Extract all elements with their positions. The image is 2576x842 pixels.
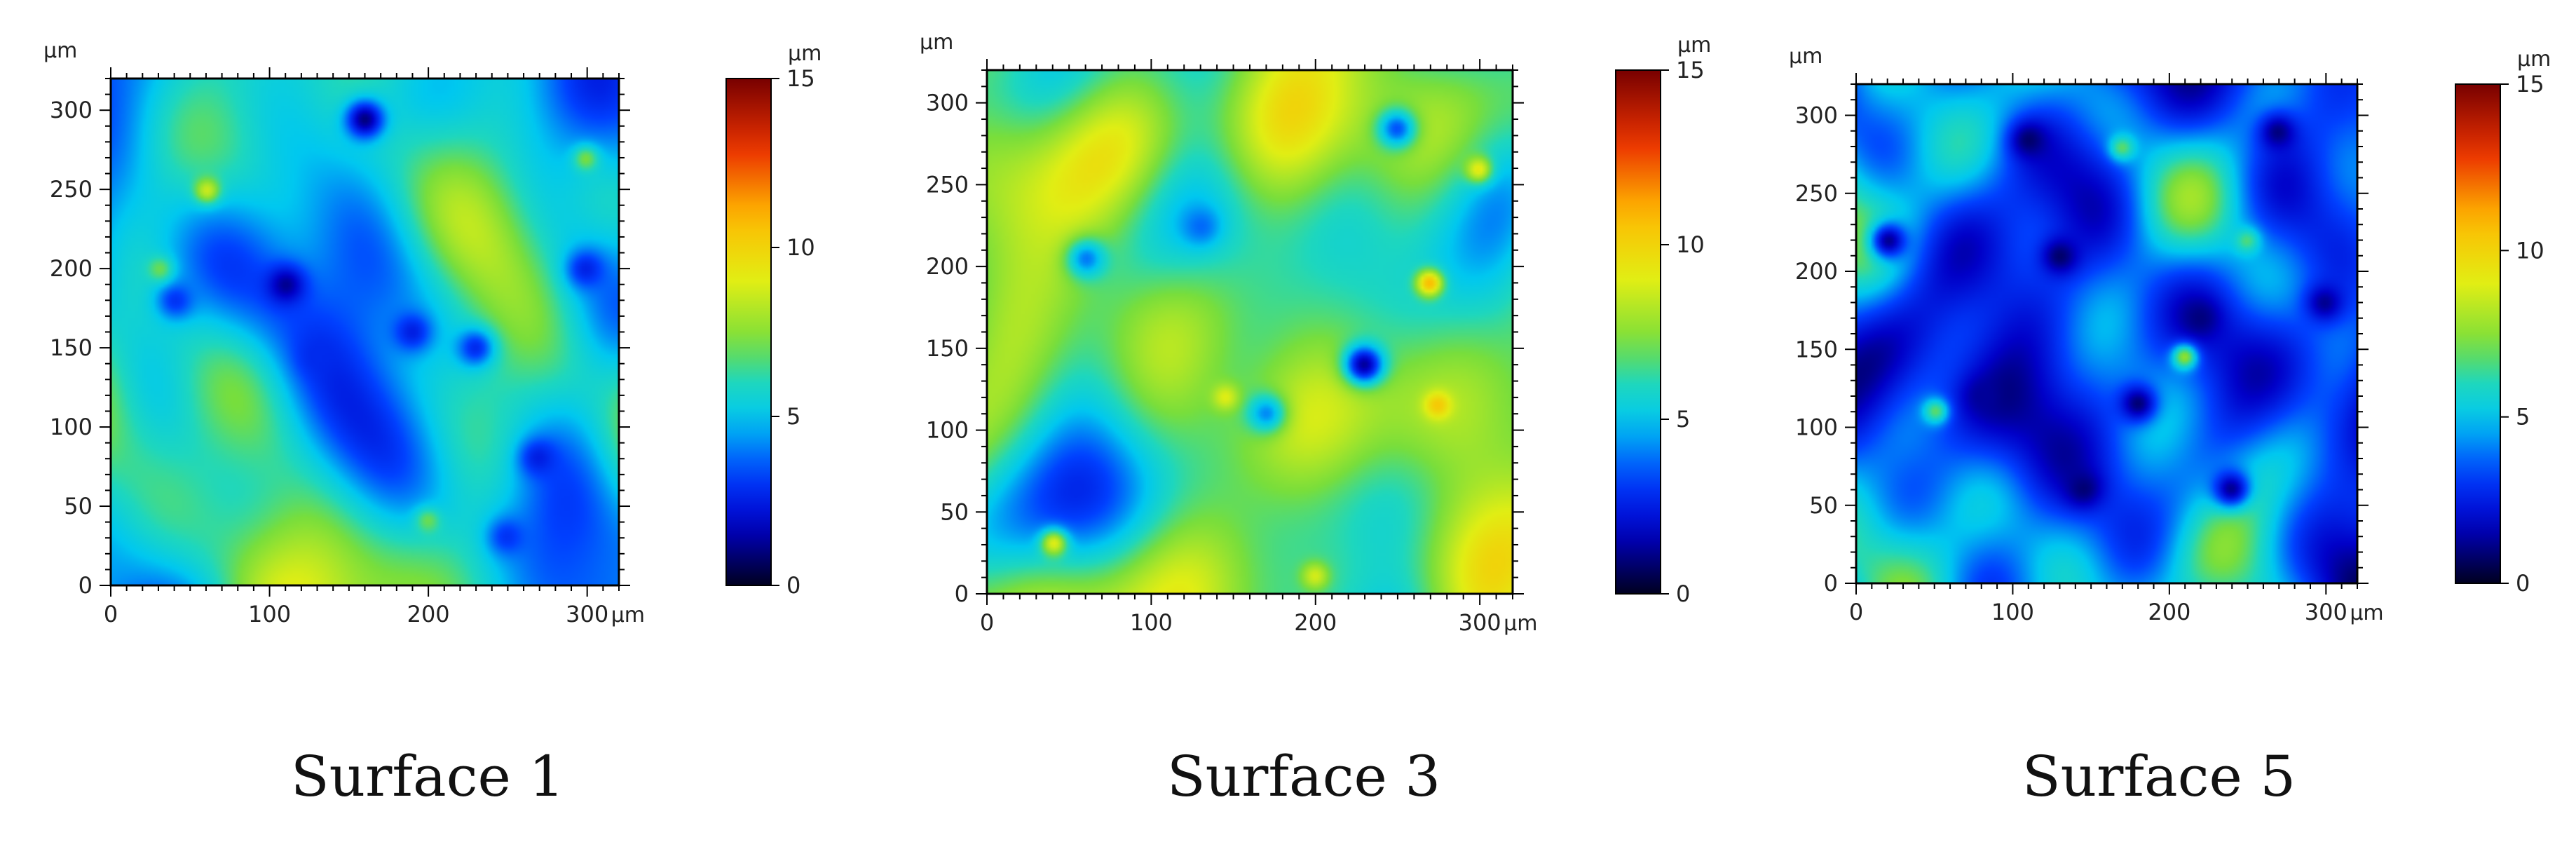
surface-map-panel: 0 100 200 300050100150200250300µmµm051015µm… bbox=[1789, 44, 2551, 809]
colorbar-unit-label: µm bbox=[788, 41, 822, 66]
y-unit-label: µm bbox=[43, 39, 77, 63]
y-unit-label: µm bbox=[1789, 44, 1822, 69]
x-tick-label: 200 bbox=[1294, 609, 1337, 636]
colorbar-tick-label: 10 bbox=[786, 234, 815, 261]
surface-map-panel: 0 100 200 300050100150200250300µmµm051015µm… bbox=[920, 30, 1711, 809]
y-tick-label: 50 bbox=[940, 498, 969, 525]
height-map-image bbox=[111, 79, 619, 585]
y-tick-label: 300 bbox=[926, 90, 969, 116]
colorbar-tick-label: 0 bbox=[786, 572, 800, 599]
colorbar-unit-label: µm bbox=[2517, 47, 2551, 72]
y-tick-label: 50 bbox=[64, 493, 93, 520]
y-tick-label: 100 bbox=[926, 417, 969, 444]
colorbar-gradient bbox=[2455, 83, 2501, 584]
panel-caption: Surface 3 bbox=[1167, 744, 1440, 809]
x-tick-label: 300 bbox=[2305, 599, 2347, 625]
x-tick-label: 100 bbox=[1991, 599, 2034, 625]
x-tick-label: 200 bbox=[407, 601, 450, 627]
x-unit-label: µm bbox=[1504, 611, 1537, 636]
x-tick-label: 0 bbox=[104, 601, 118, 627]
x-tick-label: 100 bbox=[248, 601, 291, 627]
colorbar-gradient bbox=[725, 78, 772, 586]
colorbar-tick-label: 15 bbox=[786, 65, 815, 92]
colorbar-unit-label: µm bbox=[1677, 33, 1711, 57]
y-tick-label: 200 bbox=[50, 255, 93, 282]
y-tick-label: 250 bbox=[926, 171, 969, 198]
colorbar-tick-label: 10 bbox=[2516, 237, 2544, 264]
y-tick-label: 250 bbox=[1795, 180, 1838, 207]
colorbar-tick-label: 5 bbox=[786, 403, 800, 430]
x-tick-label: 300 bbox=[566, 601, 608, 627]
y-tick-label: 300 bbox=[1795, 102, 1838, 129]
colorbar-tick-label: 15 bbox=[1676, 57, 1705, 83]
colorbar-tick-label: 15 bbox=[2516, 71, 2544, 97]
y-tick-label: 0 bbox=[79, 572, 93, 599]
y-tick-label: 0 bbox=[955, 580, 969, 607]
colorbar-tick-label: 10 bbox=[1676, 231, 1705, 258]
x-unit-label: µm bbox=[611, 603, 645, 627]
y-tick-label: 100 bbox=[1795, 414, 1838, 441]
x-tick-label: 0 bbox=[1849, 599, 1863, 625]
x-tick-label: 0 bbox=[980, 609, 994, 636]
x-tick-label: 200 bbox=[2148, 599, 2190, 625]
height-map-image bbox=[987, 70, 1513, 594]
y-tick-label: 0 bbox=[1824, 570, 1838, 597]
y-tick-label: 300 bbox=[50, 97, 93, 123]
y-unit-label: µm bbox=[920, 30, 953, 55]
y-tick-label: 200 bbox=[1795, 258, 1838, 285]
colorbar-tick-label: 0 bbox=[2516, 570, 2530, 597]
height-map-image bbox=[1856, 84, 2357, 583]
panel-caption: Surface 1 bbox=[291, 744, 564, 809]
x-tick-label: 100 bbox=[1130, 609, 1173, 636]
colorbar-tick-label: 5 bbox=[1676, 406, 1690, 433]
y-tick-label: 250 bbox=[50, 176, 93, 203]
colorbar-gradient bbox=[1615, 69, 1661, 595]
y-tick-label: 100 bbox=[50, 414, 93, 440]
y-tick-label: 50 bbox=[1809, 492, 1838, 519]
panel-caption: Surface 5 bbox=[2022, 744, 2296, 809]
y-tick-label: 200 bbox=[926, 253, 969, 280]
y-tick-label: 150 bbox=[50, 334, 93, 361]
x-tick-label: 300 bbox=[1459, 609, 1501, 636]
colorbar-tick-label: 5 bbox=[2516, 404, 2530, 430]
y-tick-label: 150 bbox=[926, 335, 969, 362]
y-tick-label: 150 bbox=[1795, 336, 1838, 362]
x-unit-label: µm bbox=[2350, 601, 2383, 625]
surface-map-panel: 0 100 200 300050100150200250300µmµm051015µm… bbox=[43, 39, 822, 809]
colorbar-tick-label: 0 bbox=[1676, 580, 1690, 607]
